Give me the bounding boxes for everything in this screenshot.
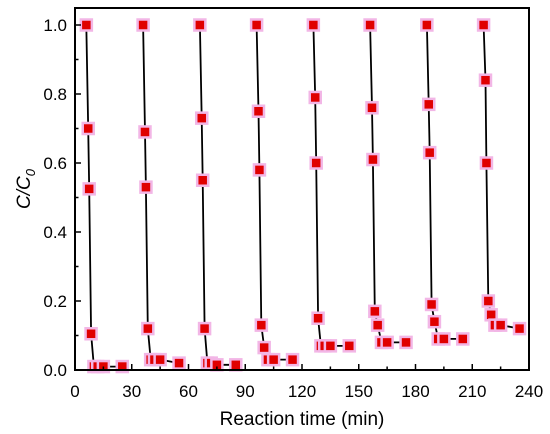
data-point: [254, 318, 269, 332]
series-line: [426, 24, 463, 340]
series-8: [476, 18, 527, 336]
data-point: [363, 18, 377, 32]
data-point: [512, 321, 527, 336]
y-axis: 0.0 0.2 0.4 0.6 0.8 1.0: [43, 16, 81, 380]
data-point: [479, 156, 494, 170]
x-axis-label: Reaction time (min): [220, 409, 385, 430]
data-point: [138, 125, 152, 139]
x-tick-label: 60: [179, 382, 198, 401]
x-tick-label: 210: [458, 382, 486, 401]
data-point: [81, 121, 95, 136]
series-1: [79, 18, 130, 374]
data-point: [311, 311, 325, 325]
series-line: [85, 24, 123, 368]
data-point: [266, 352, 281, 367]
data-point: [368, 304, 382, 319]
data-point: [478, 73, 493, 87]
data-point: [308, 90, 322, 105]
data-point: [139, 180, 153, 194]
data-point: [399, 335, 413, 350]
x-tick-label: 90: [236, 382, 255, 401]
data-point: [365, 101, 379, 115]
data-point: [437, 332, 451, 346]
data-point: [366, 152, 380, 167]
data-point: [249, 18, 264, 32]
data-point: [82, 182, 96, 196]
data-point: [421, 97, 436, 112]
y-tick-label: 0.2: [43, 292, 67, 311]
data-point: [424, 297, 439, 312]
data-point: [427, 314, 442, 329]
x-tick-label: 240: [515, 382, 543, 401]
data-point: [306, 18, 321, 32]
series-5: [306, 18, 357, 353]
x-tick-label: 150: [345, 382, 373, 401]
data-point: [251, 104, 266, 118]
data-point: [197, 321, 212, 336]
y-axis-label-subscript: 0: [23, 168, 38, 176]
data-point: [476, 18, 491, 32]
data-point: [84, 327, 98, 341]
x-tick-label: 30: [122, 382, 141, 401]
data-point: [493, 318, 508, 332]
series-line: [482, 24, 520, 330]
data-point: [420, 18, 434, 32]
data-point: [136, 18, 150, 32]
series-line: [369, 24, 406, 344]
x-tick-label: 180: [401, 382, 429, 401]
data-point: [229, 358, 243, 372]
y-tick-label: 0.4: [43, 223, 67, 242]
y-axis-label: C/C0: [14, 168, 38, 209]
data-point: [380, 335, 394, 350]
data-point: [257, 340, 271, 355]
y-tick-label: 0.6: [43, 154, 67, 173]
x-tick-label: 0: [70, 382, 79, 401]
series-3: [193, 18, 243, 372]
data-point: [195, 173, 210, 187]
data-point: [153, 352, 167, 367]
series-line: [255, 24, 293, 361]
x-axis: 0 30 60 90 120 150 180 210 240: [70, 364, 543, 401]
data-point: [172, 356, 186, 370]
data-point: [79, 18, 94, 32]
data-point: [342, 339, 357, 353]
x-tick-label: 120: [288, 382, 316, 401]
data-point: [141, 321, 155, 336]
data-point: [115, 359, 130, 374]
data-point: [370, 318, 385, 332]
series-line: [199, 24, 236, 366]
data-point: [194, 111, 209, 125]
data-point: [422, 145, 437, 160]
data-point: [193, 18, 207, 32]
y-tick-label: 0.0: [43, 361, 67, 380]
data-point: [456, 332, 470, 346]
data-point: [323, 339, 338, 353]
plot-area: [79, 18, 527, 374]
series-4: [249, 18, 300, 367]
y-tick-label: 1.0: [43, 16, 67, 35]
series-6: [363, 18, 413, 350]
y-tick-label: 0.8: [43, 85, 67, 104]
data-point: [309, 156, 323, 170]
series-line: [142, 24, 180, 364]
series-7: [420, 18, 470, 346]
data-point: [481, 294, 496, 308]
data-point: [252, 163, 267, 177]
y-axis-label-main: C/C: [14, 176, 35, 209]
series-2: [136, 18, 186, 370]
series-line: [312, 24, 350, 347]
data-point: [285, 352, 300, 367]
